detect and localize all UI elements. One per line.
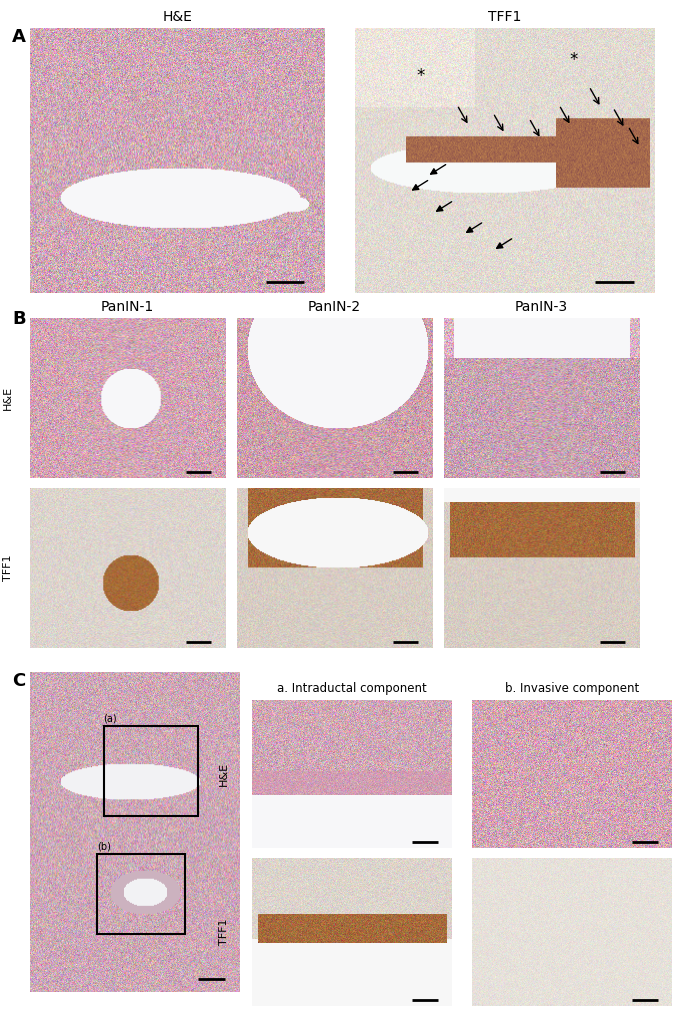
Bar [97,854,186,934]
Text: PanIN-3: PanIN-3 [515,300,568,314]
Text: C: C [12,672,25,690]
Text: A: A [12,28,26,46]
Text: H&E: H&E [219,762,229,786]
Bar [104,727,198,816]
Text: a. Intraductal component: a. Intraductal component [277,682,427,695]
Text: PanIN-2: PanIN-2 [308,300,361,314]
Text: TFF1: TFF1 [489,10,522,24]
Text: *: * [570,51,578,69]
Text: (a): (a) [104,713,117,723]
Text: H&E: H&E [3,386,13,410]
Text: B: B [12,310,26,328]
Text: PanIN-1: PanIN-1 [101,300,154,314]
Text: TFF1: TFF1 [3,554,13,581]
Text: TFF1: TFF1 [219,919,229,946]
Text: b. Invasive component: b. Invasive component [505,682,639,695]
Text: (b): (b) [97,842,111,851]
Text: *: * [416,66,425,85]
Text: H&E: H&E [162,10,192,24]
